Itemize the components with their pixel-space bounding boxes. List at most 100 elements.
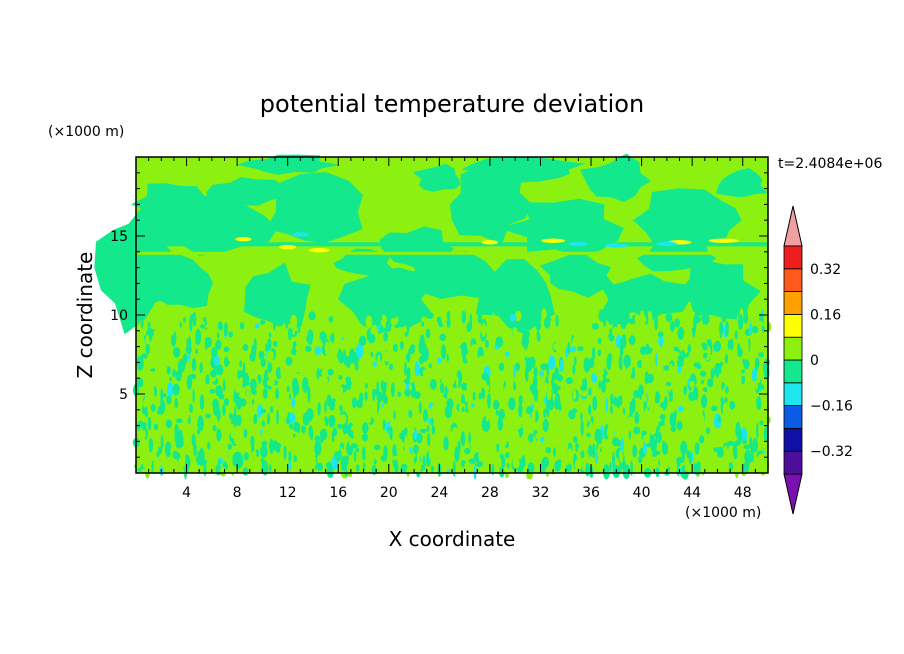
field-cell [646,347,653,354]
field-cell [217,321,223,331]
field-patch [636,244,717,272]
field-cell [489,408,493,415]
field-cell [688,450,692,465]
field-cell [588,387,592,396]
field-cell [711,405,718,412]
field-cell [282,363,290,379]
field-cell [302,376,309,393]
field-cell [160,388,164,403]
field-cell [359,335,367,346]
field-cell [757,453,764,465]
field-patch [580,153,651,202]
field-cell [495,336,504,348]
field-cell [199,394,205,411]
field-cell [349,348,355,364]
field-cell [651,389,655,402]
field-cell [482,422,491,429]
field-cell [260,319,266,325]
field-cell [257,418,264,430]
field-cell [314,435,321,442]
field-cell [569,346,577,353]
field-cell [170,327,175,336]
field-cell [382,388,385,403]
field-cell [327,368,334,376]
field-cell [361,369,366,382]
field-cell [276,409,279,425]
field-cell [533,366,538,378]
field-cell [206,336,212,348]
field-cell [171,333,176,347]
field-cell [542,419,549,432]
field-cell [556,374,564,382]
field-cell [599,364,605,373]
field-cell [627,341,631,357]
field-cell [222,404,226,417]
field-cell [641,393,648,403]
field-cell [559,359,564,373]
field-cell [328,379,333,388]
field-cell [701,394,708,409]
field-cell [506,378,511,385]
field-cell [743,310,749,324]
field-cell [759,438,764,446]
field-cell [282,323,286,331]
field-cell [253,337,257,353]
field-cell [592,396,598,411]
field-cell [751,368,758,383]
field-cell [717,415,721,424]
field-cell [616,376,623,385]
field-patch [412,163,461,192]
field-patch [716,168,768,198]
field-cell [295,400,300,408]
field-cell [167,331,172,345]
field-cell [472,391,476,401]
field-cell [395,379,402,388]
field-cell [665,313,673,322]
field-cell [609,462,612,471]
field-cell [156,313,160,321]
field-cell [153,423,159,431]
field-cell [365,383,368,389]
field-cell [459,452,466,463]
field-cell [368,333,376,344]
field-cell [195,328,202,345]
field-cell [161,322,166,333]
field-cell [553,435,560,444]
field-cell [452,460,456,477]
field-cell [203,462,207,477]
field-cell [307,329,314,345]
field-cell [628,430,632,440]
field-cell [186,335,192,352]
field-cell [192,388,195,403]
field-cell [467,397,472,412]
field-cell [290,314,298,329]
field-cell [737,314,744,330]
field-cell [729,400,736,410]
field-cell [288,393,292,400]
field-cell [339,414,347,424]
field-cell [330,398,336,403]
field-cell [541,340,545,349]
field-cell [269,438,274,454]
field-cell [577,346,584,352]
field-cell [179,322,183,328]
field-cell [572,408,578,414]
field-cell [683,385,687,396]
field-cell [141,429,146,439]
field-cell [384,461,390,470]
field-cell [359,365,363,381]
field-cell [654,432,661,437]
field-cell [603,464,610,480]
field-cell [427,432,431,446]
field-cell [505,415,512,421]
field-cell [160,434,164,449]
field-cell [742,439,747,445]
field-cell [172,450,179,460]
field-cell [260,465,268,474]
field-cell [485,339,489,349]
field-cell [345,333,352,350]
field-cell [732,441,737,456]
field-cell [362,356,369,362]
field-cell [224,356,229,368]
field-cell [253,413,258,425]
